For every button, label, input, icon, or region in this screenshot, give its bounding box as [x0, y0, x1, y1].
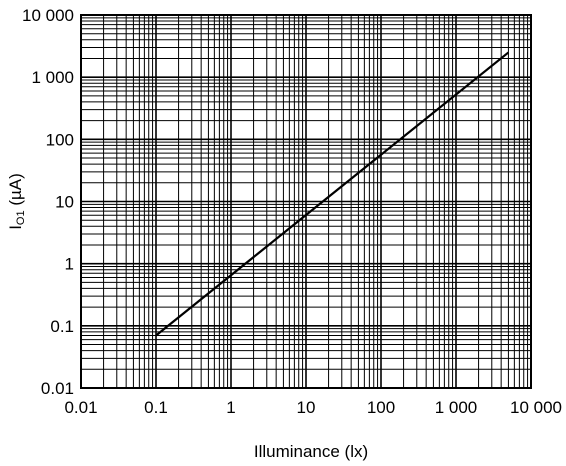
x-tick-label: 10 000	[510, 398, 562, 417]
x-tick-label: 1 000	[435, 398, 478, 417]
y-axis-label-main: I	[6, 225, 25, 230]
y-tick-label: 10 000	[22, 6, 74, 25]
y-axis-label-subscript: O1	[15, 210, 27, 225]
x-tick-label: 100	[367, 398, 395, 417]
y-tick-label: 100	[46, 130, 74, 149]
y-axis-label-unit: (µA)	[6, 173, 25, 210]
x-tick-label: 0.1	[144, 398, 168, 417]
x-axis-label: Illuminance (lx)	[254, 442, 368, 461]
series-group	[155, 51, 510, 337]
y-tick-labels: 0.01 0.1 1 10 100 1 000 10 000	[22, 6, 74, 398]
y-tick-label: 1	[65, 255, 74, 274]
y-tick-label: 1 000	[31, 68, 74, 87]
y-axis-label: IO1 (µA)	[6, 173, 27, 230]
plot-frame	[80, 14, 532, 389]
y-tick-label: 0.1	[50, 317, 74, 336]
x-tick-label: 10	[297, 398, 316, 417]
y-tick-label: 10	[55, 193, 74, 212]
x-tick-label: 1	[226, 398, 235, 417]
x-tick-labels: 0.01 0.1 1 10 100 1 000 10 000	[64, 398, 562, 417]
x-tick-label: 0.01	[64, 398, 97, 417]
y-tick-label: 0.01	[41, 379, 74, 398]
series-line	[155, 51, 510, 337]
grid	[80, 15, 531, 389]
